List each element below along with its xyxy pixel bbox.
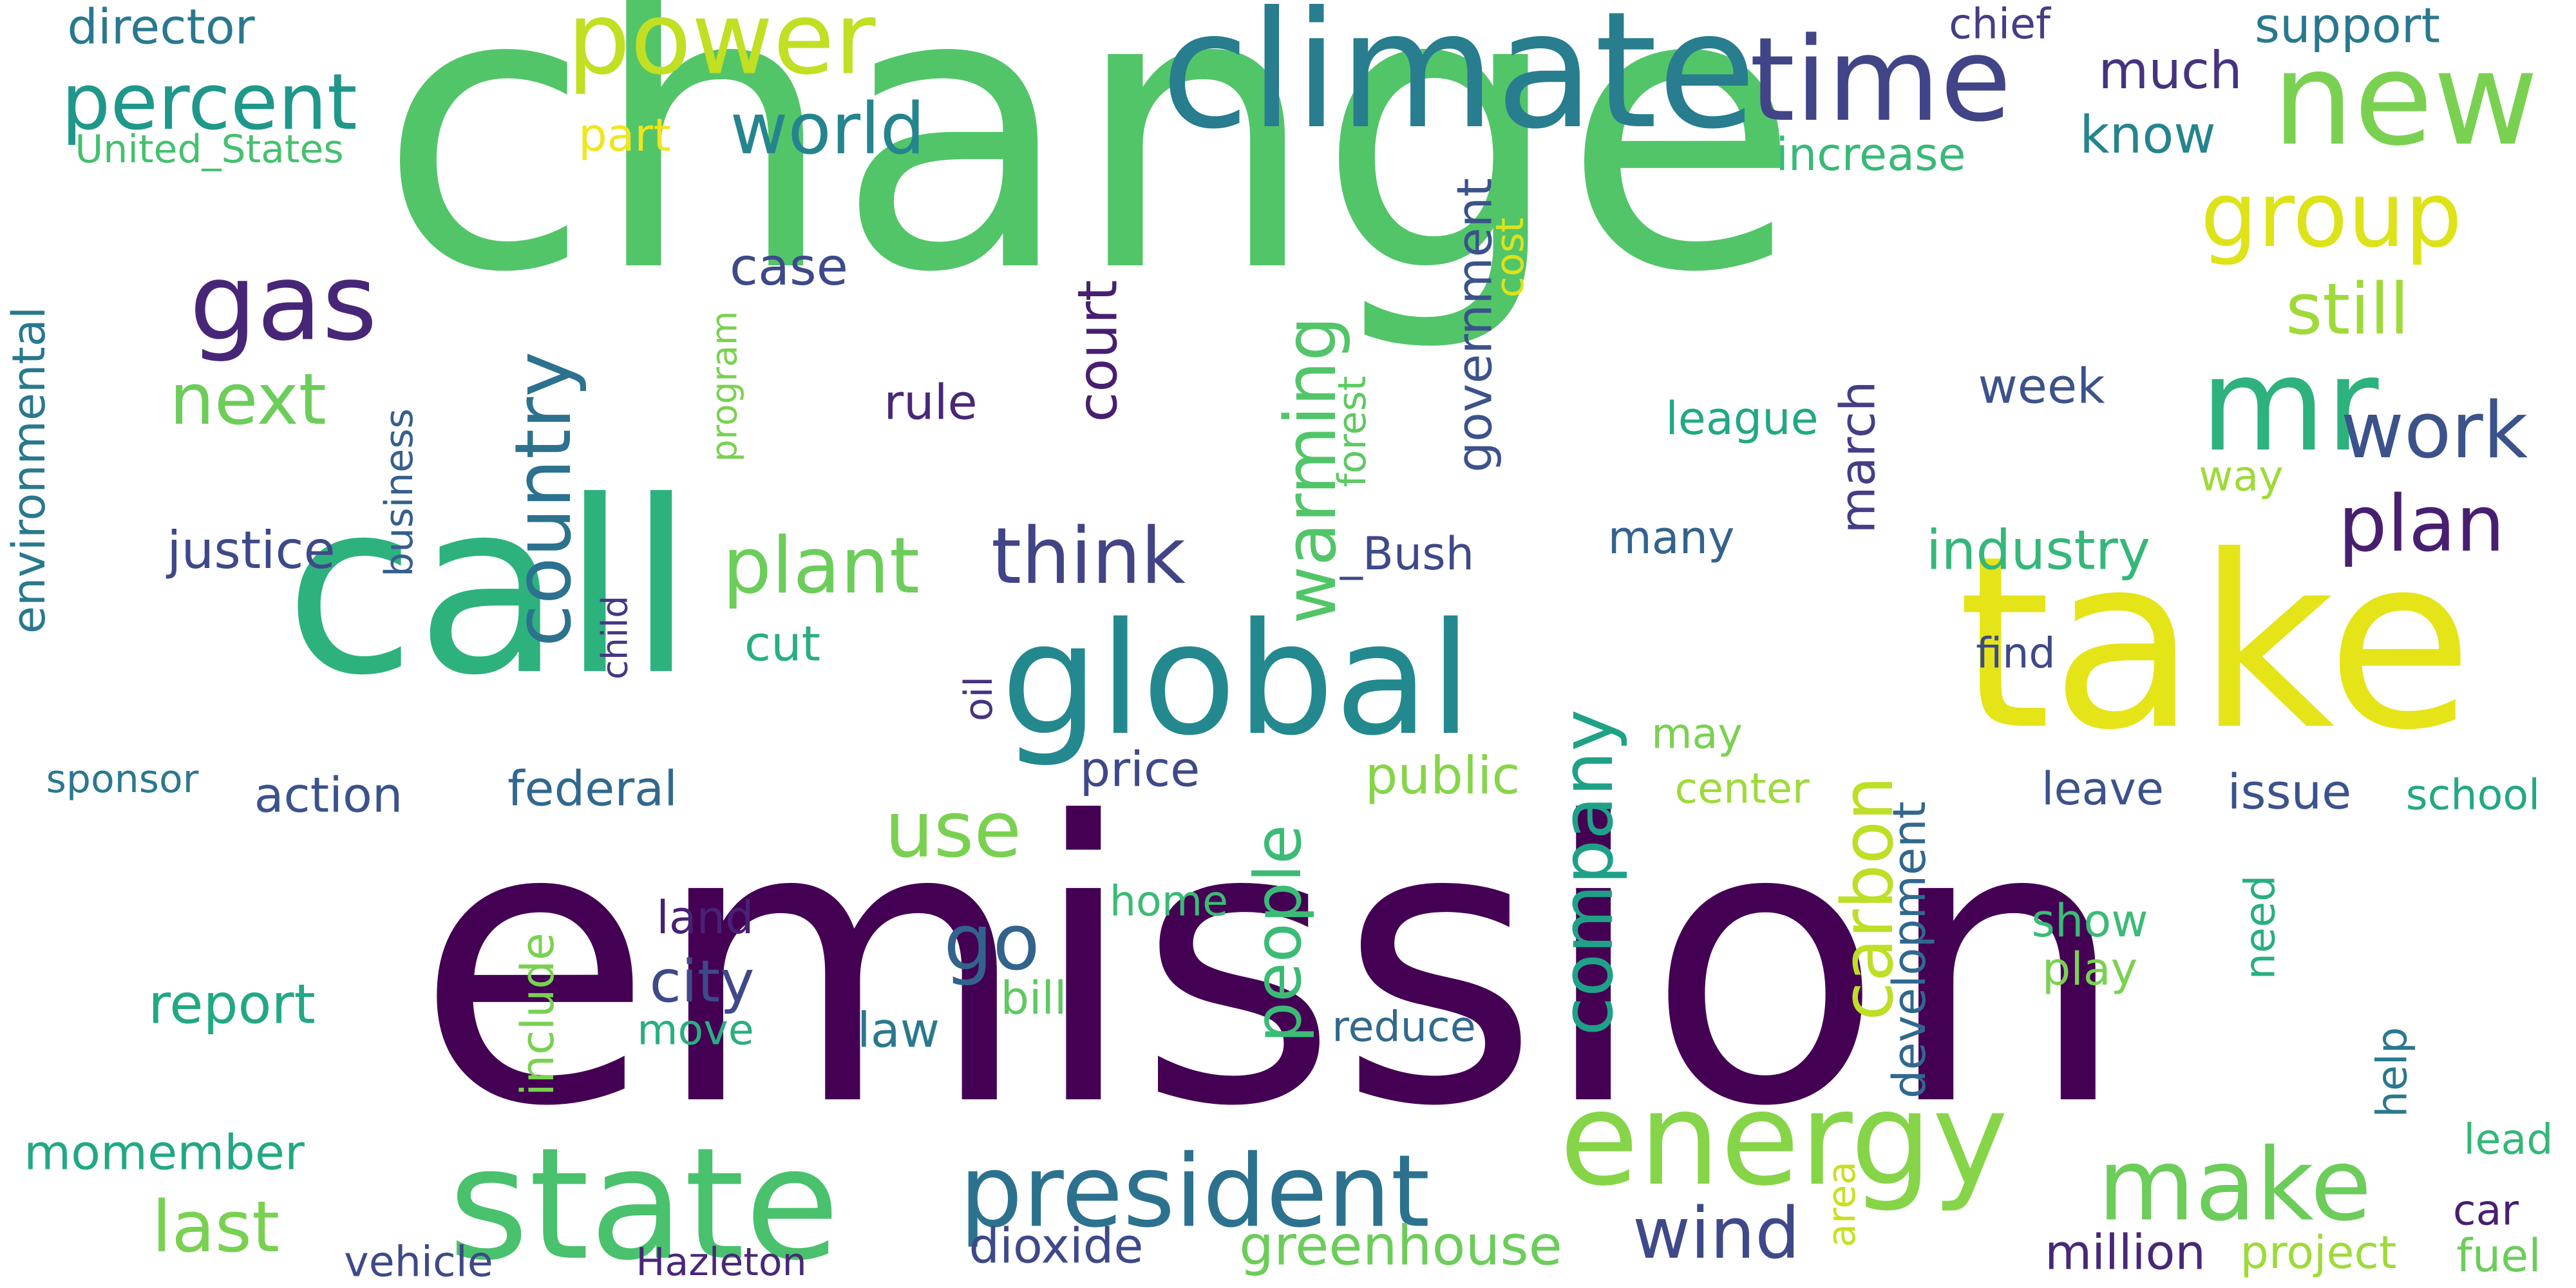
word-law: law [857, 1001, 940, 1059]
word-gas: gas [189, 240, 377, 365]
word-include: include [511, 933, 564, 1096]
word-greenhouse: greenhouse [1239, 1214, 1562, 1278]
word-company: company [1546, 709, 1629, 1036]
word-bush: _Bush [1340, 527, 1475, 580]
word-director: director [67, 0, 255, 55]
word-increase: increase [1776, 128, 1966, 181]
word-city: city [649, 948, 755, 1016]
word-group: group [2200, 163, 2463, 268]
word-plant: plant [722, 522, 920, 611]
word-power: power [567, 0, 876, 97]
word-united-states: United_States [75, 127, 344, 172]
word-last: last [151, 1186, 280, 1268]
word-industry: industry [1926, 518, 2151, 583]
word-case: case [730, 237, 848, 297]
word-federal: federal [507, 760, 677, 817]
word-momember: momember [24, 1124, 305, 1181]
word-area: area [1819, 1161, 1864, 1247]
word-cost: cost [1488, 217, 1533, 298]
word-project: project [2240, 1226, 2397, 1279]
word-dioxide: dioxide [969, 1217, 1144, 1274]
word-million: million [2045, 1224, 2206, 1281]
word-environmental: environmental [3, 306, 55, 634]
word-next: next [169, 358, 327, 440]
word-call: call [285, 451, 694, 728]
word-court: court [1066, 279, 1130, 422]
word-business: business [377, 408, 422, 577]
word-fuel: fuel [2456, 1229, 2541, 1282]
word-country: country [499, 351, 589, 647]
word-climate: climate [1160, 0, 1757, 164]
word-chief: chief [1949, 0, 2050, 49]
word-child: child [594, 595, 636, 680]
word-hazleton: Hazleton [636, 1240, 807, 1285]
word-show: show [2031, 895, 2148, 947]
word-cut: cut [744, 615, 821, 672]
word-public: public [1365, 746, 1520, 806]
word-state: state [448, 1114, 840, 1288]
word-reduce: reduce [1332, 1003, 1476, 1052]
word-time: time [1749, 13, 2012, 147]
word-action: action [254, 766, 403, 824]
word-lead: lead [2463, 1115, 2553, 1164]
word-find: find [1976, 629, 2056, 678]
word-car: car [2452, 1186, 2519, 1235]
word-energy: energy [1559, 1065, 2009, 1215]
word-use: use [884, 786, 1022, 875]
word-development: development [1883, 801, 1936, 1099]
word-bill: bill [1000, 972, 1067, 1025]
word-may: may [1651, 710, 1743, 759]
word-oil: oil [956, 676, 1001, 722]
word-president: president [959, 1133, 1430, 1250]
word-still: still [2285, 268, 2410, 350]
word-need: need [2236, 875, 2285, 980]
word-league: league [1665, 392, 1819, 445]
word-forest: forest [1330, 375, 1375, 488]
word-move: move [637, 1006, 754, 1055]
word-percent: percent [61, 58, 357, 147]
word-week: week [1978, 357, 2105, 415]
word-march: march [1829, 381, 1886, 534]
word-leave: leave [2041, 762, 2164, 815]
word-take: take [1957, 506, 2474, 782]
word-make: make [2098, 1126, 2372, 1244]
word-program: program [703, 310, 745, 462]
word-work: work [2340, 386, 2528, 476]
word-people: people [1240, 824, 1316, 1043]
word-rule: rule [884, 374, 978, 431]
word-global: global [1001, 589, 1472, 770]
word-wind: wind [1632, 1192, 1801, 1274]
word-vehicle: vehicle [344, 1238, 493, 1287]
word-plan: plan [2338, 480, 2505, 569]
word-support: support [2255, 0, 2440, 54]
word-center: center [1674, 764, 1810, 813]
word-mr: mr [2200, 330, 2379, 480]
word-school: school [2405, 771, 2541, 820]
word-sponsor: sponsor [46, 757, 199, 802]
word-change: change [378, 0, 1801, 357]
word-think: think [991, 512, 1186, 601]
word-much: much [2098, 41, 2242, 100]
word-go: go [943, 898, 1040, 988]
word-way: way [2199, 452, 2284, 501]
word-know: know [2079, 105, 2216, 165]
word-price: price [1079, 741, 1200, 798]
word-world: world [730, 88, 925, 170]
word-emission: emission [415, 741, 2128, 1191]
word-help: help [2368, 1027, 2417, 1118]
word-report: report [148, 972, 316, 1037]
word-justice: justice [167, 520, 336, 580]
word-home: home [1109, 877, 1229, 926]
word-many: many [1607, 511, 1735, 564]
word-issue: issue [2227, 763, 2352, 820]
word-part: part [578, 109, 671, 162]
word-land: land [656, 891, 754, 944]
word-play: play [2041, 943, 2138, 996]
word-new: new [2272, 24, 2539, 175]
